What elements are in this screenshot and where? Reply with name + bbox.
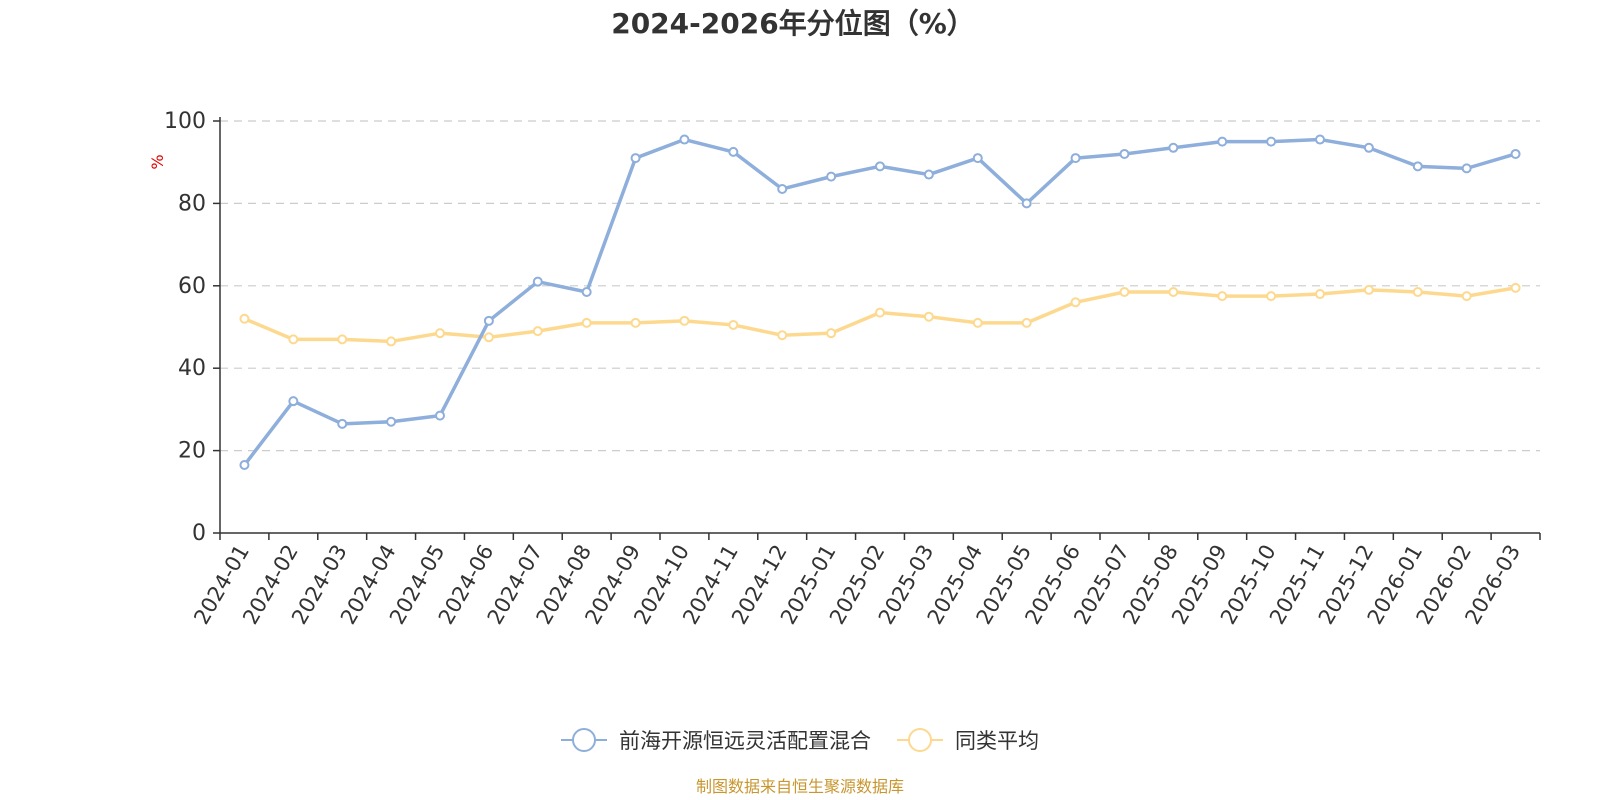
legend-symbol-circle [572,728,596,752]
data-point-series1-2025-08[interactable] [1168,142,1179,153]
data-point-series2-2026-03[interactable] [1510,282,1521,293]
data-point-series2-2024-06[interactable] [483,332,494,343]
y-tick-label-60: 60 [178,274,206,299]
data-point-series2-2025-11[interactable] [1315,289,1325,300]
data-point-series2-2025-12[interactable] [1363,284,1374,295]
data-point-series2-2026-01[interactable] [1412,286,1423,297]
data-point-series2-2025-10[interactable] [1266,291,1277,302]
legend-item-2[interactable]: 同类平均 [897,728,1039,753]
legend-label: 同类平均 [955,729,1039,753]
data-point-series1-2024-06[interactable] [483,315,494,326]
data-point-series2-2024-05[interactable] [435,328,445,339]
data-point-series1-2025-05[interactable] [1021,198,1032,209]
data-point-series2-2024-09[interactable] [630,317,641,328]
data-point-series2-2024-08[interactable] [581,317,592,328]
data-point-series2-2025-08[interactable] [1168,286,1179,297]
data-point-series1-2024-04[interactable] [386,416,397,427]
data-point-series2-2024-04[interactable] [386,336,397,347]
y-tick-label-0: 0 [192,521,206,546]
data-point-series2-2024-02[interactable] [288,334,299,345]
data-source-note: 制图数据来自恒生聚源数据库 [696,777,904,796]
data-point-series1-2025-01[interactable] [826,171,837,182]
y-tick-label-80: 80 [178,191,206,216]
legend[interactable]: 前海开源恒远灵活配置混合 同类平均 [561,728,1039,753]
y-axis-unit-label: % [148,154,167,169]
data-point-series2-2026-02[interactable] [1461,291,1472,302]
data-point-series2-2025-07[interactable] [1119,286,1130,297]
data-point-series1-2025-04[interactable] [972,153,983,164]
data-point-series1-2024-07[interactable] [532,276,543,287]
data-point-series1-2025-11[interactable] [1315,134,1325,145]
data-point-series2-2024-01[interactable] [239,313,250,324]
data-point-series1-2026-01[interactable] [1412,161,1423,172]
data-point-series2-2025-05[interactable] [1021,317,1032,328]
data-point-series1-2024-08[interactable] [581,286,592,297]
chart-title: 2024-2026年分位图（%） [611,7,975,40]
y-tick-label-100: 100 [164,109,206,134]
data-point-series2-2024-12[interactable] [777,330,788,341]
data-point-series1-2025-03[interactable] [923,169,934,180]
data-point-series1-2024-09[interactable] [630,153,641,164]
data-point-series2-2025-09[interactable] [1217,291,1228,302]
data-point-series2-2025-01[interactable] [826,328,837,339]
data-point-series1-2026-03[interactable] [1510,148,1521,159]
data-point-series2-2024-03[interactable] [337,334,348,345]
data-point-series2-2025-06[interactable] [1070,297,1081,308]
data-point-series2-2025-04[interactable] [972,317,983,328]
y-tick-label-20: 20 [178,439,206,464]
legend-label: 前海开源恒远灵活配置混合 [619,729,871,753]
legend-item-1[interactable]: 前海开源恒远灵活配置混合 [561,728,871,753]
legend-symbol-circle [908,728,932,752]
data-point-series1-2025-09[interactable] [1217,136,1228,147]
data-point-series1-2025-12[interactable] [1363,142,1374,153]
data-point-series1-2024-10[interactable] [679,134,690,145]
data-point-series1-2025-10[interactable] [1266,136,1277,147]
data-point-series2-2024-07[interactable] [532,326,543,337]
data-point-series1-2025-02[interactable] [875,161,885,172]
data-point-series1-2024-05[interactable] [435,410,445,421]
data-point-series1-2024-11[interactable] [728,146,739,157]
data-point-series2-2025-02[interactable] [875,307,885,318]
data-point-series2-2025-03[interactable] [923,311,934,322]
grid-lines [220,120,1540,452]
y-tick-label-40: 40 [178,356,206,381]
data-point-series1-2024-03[interactable] [337,418,348,429]
data-point-series1-2024-02[interactable] [288,396,299,407]
data-point-series1-2025-07[interactable] [1119,148,1130,159]
series-1 [239,134,1521,471]
data-point-series1-2025-06[interactable] [1070,153,1081,164]
series-2 [239,282,1521,347]
data-point-series1-2024-12[interactable] [777,183,788,194]
series-layer [239,134,1521,471]
data-point-series2-2024-10[interactable] [679,315,690,326]
data-point-series1-2026-02[interactable] [1461,163,1472,174]
data-point-series2-2024-11[interactable] [728,319,739,330]
data-point-series1-2024-01[interactable] [239,460,250,471]
